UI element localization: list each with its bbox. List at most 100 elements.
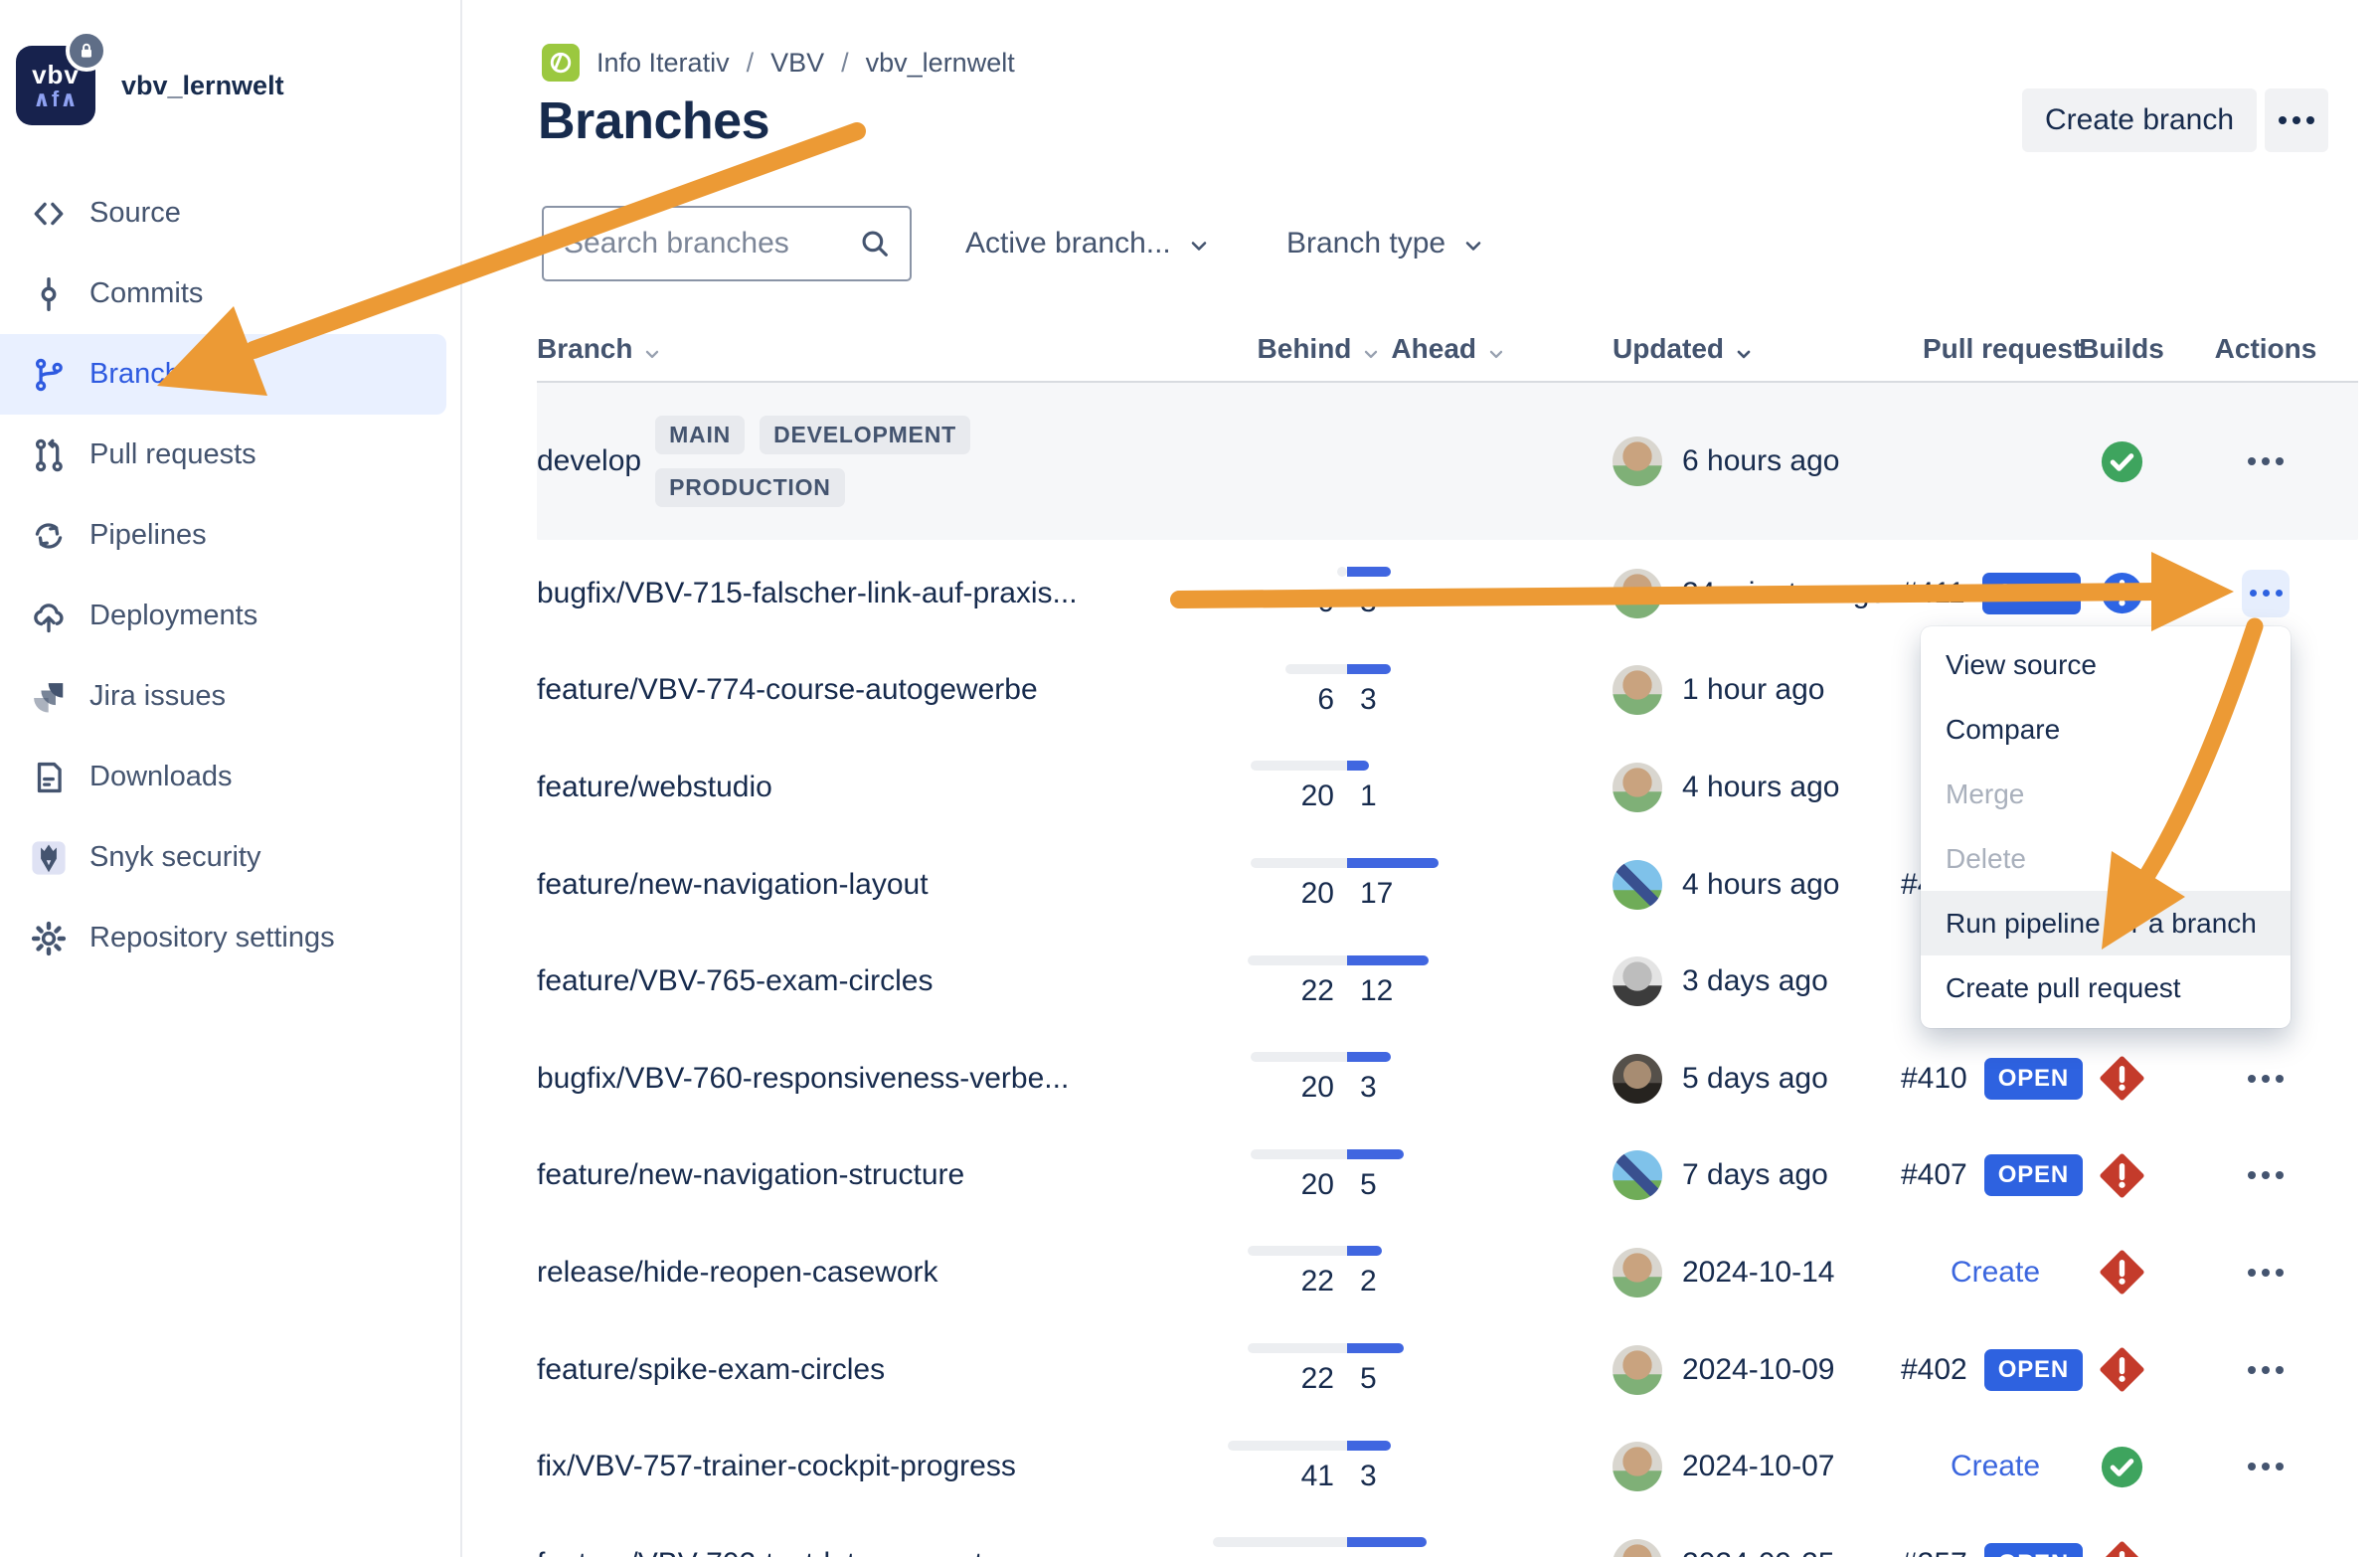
branch-link[interactable]: feature/spike-exam-circles	[537, 1352, 886, 1386]
chevron-down-icon	[1734, 339, 1754, 359]
column-header-behind[interactable]: Behind	[1258, 333, 1382, 365]
create-pull-request-link[interactable]: Create	[1950, 1450, 2041, 1483]
column-header-branch[interactable]: Branch	[537, 333, 1188, 365]
breadcrumb-project[interactable]: VBV	[770, 47, 825, 78]
row-actions-button[interactable]	[2249, 590, 2283, 598]
build-status-success-icon[interactable]	[2099, 1444, 2145, 1490]
branch-link[interactable]: feature/VBV-702-testdata-generator	[537, 1547, 1009, 1557]
sidebar-item-deployments[interactable]: Deployments	[0, 576, 446, 656]
behind-count: 22	[1300, 973, 1334, 1007]
behind-bar	[1248, 1246, 1347, 1257]
search-input[interactable]	[544, 227, 858, 260]
row-actions-button[interactable]	[2248, 1268, 2284, 1277]
row-actions-button[interactable]	[2248, 1463, 2284, 1471]
column-header-updated[interactable]: Updated	[1603, 333, 1901, 365]
page-more-options-button[interactable]	[2265, 88, 2328, 152]
breadcrumb-workspace[interactable]: Info Iterativ	[596, 47, 730, 78]
breadcrumb-repo[interactable]: vbv_lernwelt	[865, 47, 1015, 78]
branch-link[interactable]: feature/webstudio	[537, 770, 772, 803]
behind-count: 20	[1300, 779, 1334, 813]
repository-settings-icon	[30, 920, 68, 957]
breadcrumb: Info Iterativ / VBV / vbv_lernwelt	[542, 44, 1015, 82]
updated-time: 2024-10-07	[1682, 1450, 1835, 1483]
updated-time: 4 hours ago	[1682, 867, 1840, 901]
environment-badge: MAIN	[655, 416, 746, 454]
build-status-failed-icon[interactable]	[2099, 1346, 2145, 1393]
builds-cell	[2090, 1540, 2153, 1557]
avatar	[1613, 762, 1662, 812]
build-status-failed-icon[interactable]	[2099, 1055, 2145, 1102]
updated-time: 2024-10-14	[1682, 1255, 1835, 1289]
pr-number-link[interactable]: #410	[1901, 1061, 1967, 1095]
row-actions-button[interactable]	[2248, 1074, 2284, 1083]
pr-number-link[interactable]: #407	[1901, 1158, 1967, 1192]
repo-name: vbv_lernwelt	[121, 70, 284, 100]
behind-bar	[1248, 1343, 1347, 1354]
ahead-bar	[1347, 567, 1391, 578]
row-actions-button-active[interactable]	[2242, 569, 2290, 617]
branch-link[interactable]: feature/new-navigation-structure	[537, 1158, 965, 1192]
menu-item-run-pipeline-for-a-branch[interactable]: Run pipeline for a branch	[1921, 891, 2291, 955]
search-icon	[858, 227, 892, 260]
sidebar-item-snyk-security[interactable]: Snyk security	[0, 817, 446, 898]
branch-link[interactable]: bugfix/VBV-715-falscher-link-auf-praxis.…	[537, 576, 1078, 609]
sidebar-item-jira-issues[interactable]: Jira issues	[0, 656, 446, 737]
row-actions-button[interactable]	[2248, 1171, 2284, 1180]
behind-ahead-indicator: 20 1	[1188, 761, 1506, 813]
sidebar-item-commits[interactable]: Commits	[0, 254, 446, 334]
sidebar-item-label: Jira issues	[89, 680, 226, 712]
ahead-count: 2	[1360, 1265, 1377, 1298]
row-actions-button[interactable]	[2248, 457, 2284, 465]
pr-number-link[interactable]: #411	[1901, 576, 1965, 609]
branch-link[interactable]: feature/VBV-774-course-autogewerbe	[537, 673, 1038, 707]
updated-time: 4 hours ago	[1682, 770, 1840, 803]
behind-bar	[1251, 858, 1347, 869]
sidebar-item-downloads[interactable]: Downloads	[0, 737, 446, 817]
build-status-failed-icon[interactable]	[2099, 1249, 2145, 1296]
table-row: feature/VBV-702-testdata-generator 68 11…	[537, 1515, 2358, 1557]
sidebar-item-source[interactable]: Source	[0, 173, 446, 254]
sidebar-item-repository-settings[interactable]: Repository settings	[0, 898, 446, 978]
branch-type-filter[interactable]: Branch type	[1286, 206, 1485, 281]
behind-ahead-indicator: 20 5	[1188, 1148, 1506, 1202]
branch-link[interactable]: feature/new-navigation-layout	[537, 867, 929, 901]
ahead-count: 3	[1360, 1071, 1377, 1105]
branch-link[interactable]: release/hide-reopen-casework	[537, 1255, 938, 1289]
branch-link[interactable]: fix/VBV-757-trainer-cockpit-progress	[537, 1450, 1016, 1483]
sidebar-item-label: Pipelines	[89, 519, 207, 551]
menu-item-create-pull-request[interactable]: Create pull request	[1946, 971, 2181, 1003]
chevron-down-icon	[1361, 339, 1381, 359]
sidebar-item-pipelines[interactable]: Pipelines	[0, 495, 446, 576]
build-status-failed-icon[interactable]	[2099, 1152, 2145, 1199]
create-pull-request-link[interactable]: Create	[1950, 1255, 2041, 1289]
table-row: release/hide-reopen-casework 22 2 2024-1…	[537, 1224, 2358, 1321]
branch-link[interactable]: feature/VBV-765-exam-circles	[537, 964, 934, 998]
sidebar-item-label: Downloads	[89, 761, 233, 792]
active-branches-filter[interactable]: Active branch...	[965, 206, 1211, 281]
column-header-ahead[interactable]: Ahead	[1391, 333, 1506, 365]
menu-item-compare[interactable]: Compare	[1946, 713, 2061, 745]
build-status-stopped-icon[interactable]	[2099, 570, 2145, 616]
branch-link[interactable]: bugfix/VBV-760-responsiveness-verbe...	[537, 1061, 1070, 1095]
build-status-failed-icon[interactable]	[2099, 1540, 2145, 1557]
branch-link[interactable]: develop	[537, 444, 642, 477]
create-branch-button[interactable]: Create branch	[2022, 88, 2257, 152]
ahead-bar	[1347, 1148, 1404, 1159]
pull-request-cell: #407 OPEN	[1901, 1154, 2090, 1197]
build-status-success-icon[interactable]	[2099, 438, 2145, 485]
snyk-security-icon	[30, 839, 68, 877]
repo-avatar[interactable]: vbv ∧f∧	[16, 30, 107, 125]
ahead-count: 1	[1360, 779, 1377, 813]
project-avatar-icon[interactable]	[542, 44, 580, 82]
pr-number-link[interactable]: #402	[1901, 1352, 1967, 1386]
sidebar-item-branches[interactable]: Branches	[0, 334, 446, 415]
column-header-pull-request: Pull request	[1923, 333, 2083, 364]
avatar	[1613, 1247, 1662, 1298]
behind-count: 0	[1317, 586, 1334, 619]
row-actions-button[interactable]	[2248, 1365, 2284, 1374]
downloads-icon	[30, 759, 68, 796]
sidebar-item-pull-requests[interactable]: Pull requests	[0, 415, 446, 495]
pr-number-link[interactable]: #357	[1901, 1547, 1967, 1557]
menu-item-view-source[interactable]: View source	[1946, 648, 2098, 680]
